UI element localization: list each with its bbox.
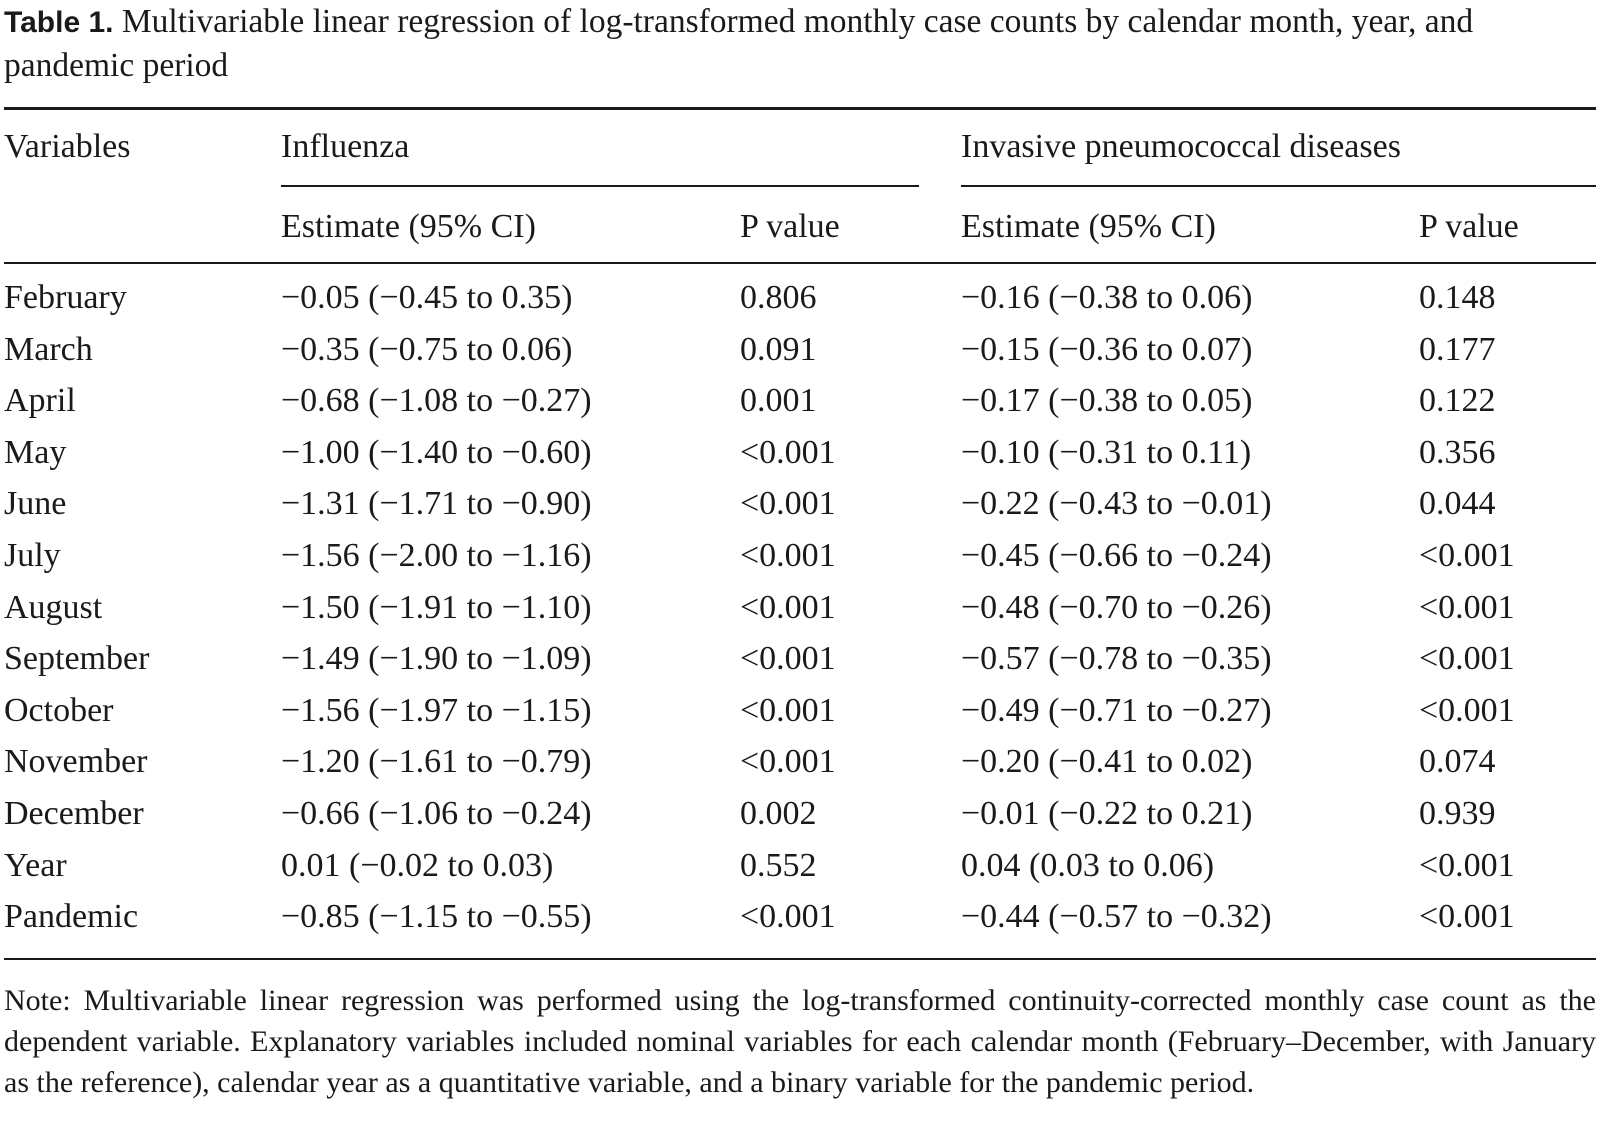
cell-ipd-estimate: 0.04 (0.03 to 0.06) [961,847,1215,884]
cell-influenza-pvalue: <0.001 [740,898,836,935]
cell-influenza-estimate: −1.49 (−1.90 to −1.09) [281,640,592,677]
cell-variable: August [4,589,103,626]
cell-ipd-pvalue: <0.001 [1419,640,1515,677]
cell-influenza-estimate: −0.05 (−0.45 to 0.35) [281,279,573,316]
bottom-rule [4,958,1596,960]
header-ipd: Invasive pneumococcal diseases [961,128,1401,165]
cell-influenza-pvalue: <0.001 [740,537,836,574]
cell-ipd-estimate: −0.48 (−0.70 to −0.26) [961,589,1272,626]
cell-influenza-pvalue: 0.002 [740,795,817,832]
cell-influenza-pvalue: <0.001 [740,434,836,471]
cell-variable: December [4,795,144,832]
cell-variable: February [4,279,127,316]
cell-influenza-estimate: −0.68 (−1.08 to −0.27) [281,382,592,419]
cell-influenza-estimate: −1.31 (−1.71 to −0.90) [281,485,592,522]
cell-variable: September [4,640,150,677]
cell-influenza-estimate: −0.66 (−1.06 to −0.24) [281,795,592,832]
cell-influenza-pvalue: <0.001 [740,640,836,677]
cell-ipd-pvalue: <0.001 [1419,537,1515,574]
top-rule [4,107,1596,110]
header-influenza: Influenza [281,128,410,165]
cell-ipd-estimate: −0.57 (−0.78 to −0.35) [961,640,1272,677]
cell-ipd-pvalue: <0.001 [1419,692,1515,729]
cell-influenza-pvalue: 0.091 [740,331,817,368]
cell-ipd-pvalue: 0.074 [1419,743,1496,780]
header-influenza-estimate: Estimate (95% CI) [281,208,536,245]
cell-influenza-pvalue: 0.806 [740,279,817,316]
cell-influenza-estimate: −1.20 (−1.61 to −0.79) [281,743,592,780]
cell-ipd-estimate: −0.17 (−0.38 to 0.05) [961,382,1253,419]
header-rule [4,262,1596,264]
cell-variable: April [4,382,76,419]
cell-variable: May [4,434,67,471]
cell-ipd-pvalue: <0.001 [1419,589,1515,626]
cell-ipd-pvalue: 0.177 [1419,331,1496,368]
cell-ipd-estimate: −0.49 (−0.71 to −0.27) [961,692,1272,729]
cell-ipd-estimate: −0.15 (−0.36 to 0.07) [961,331,1253,368]
header-ipd-estimate: Estimate (95% CI) [961,208,1216,245]
cell-variable: July [4,537,61,574]
header-variables: Variables [4,128,131,165]
cell-ipd-pvalue: 0.122 [1419,382,1496,419]
cell-ipd-pvalue: 0.148 [1419,279,1496,316]
cell-ipd-estimate: −0.44 (−0.57 to −0.32) [961,898,1272,935]
cell-influenza-pvalue: 0.552 [740,847,817,884]
cell-ipd-estimate: −0.20 (−0.41 to 0.02) [961,743,1253,780]
cell-influenza-estimate: −0.85 (−1.15 to −0.55) [281,898,592,935]
table-title: Multivariable linear regression of log-t… [4,3,1474,84]
cell-variable: March [4,331,93,368]
cell-ipd-estimate: −0.16 (−0.38 to 0.06) [961,279,1253,316]
cell-influenza-pvalue: <0.001 [740,485,836,522]
influenza-span-rule [281,185,919,187]
cell-ipd-estimate: −0.22 (−0.43 to −0.01) [961,485,1272,522]
cell-variable: Year [4,847,67,884]
cell-influenza-pvalue: <0.001 [740,589,836,626]
cell-ipd-estimate: −0.01 (−0.22 to 0.21) [961,795,1253,832]
cell-influenza-estimate: −1.56 (−1.97 to −1.15) [281,692,592,729]
cell-influenza-pvalue: <0.001 [740,692,836,729]
table-caption: Table 1. Multivariable linear regression… [4,0,1596,87]
cell-ipd-pvalue: 0.939 [1419,795,1496,832]
cell-ipd-pvalue: 0.044 [1419,485,1496,522]
cell-influenza-estimate: 0.01 (−0.02 to 0.03) [281,847,554,884]
ipd-span-rule [961,185,1596,187]
cell-influenza-estimate: −1.56 (−2.00 to −1.16) [281,537,592,574]
cell-ipd-pvalue: <0.001 [1419,847,1515,884]
cell-influenza-estimate: −1.50 (−1.91 to −1.10) [281,589,592,626]
cell-influenza-pvalue: <0.001 [740,743,836,780]
table-label: Table 1. [4,6,114,39]
header-ipd-pvalue: P value [1419,208,1519,245]
cell-ipd-pvalue: 0.356 [1419,434,1496,471]
cell-variable: June [4,485,67,522]
cell-variable: Pandemic [4,898,139,935]
cell-influenza-estimate: −0.35 (−0.75 to 0.06) [281,331,573,368]
cell-variable: November [4,743,148,780]
table-note: Note: Multivariable linear regression wa… [4,984,1596,1099]
cell-ipd-estimate: −0.45 (−0.66 to −0.24) [961,537,1272,574]
cell-variable: October [4,692,114,729]
cell-influenza-estimate: −1.00 (−1.40 to −0.60) [281,434,592,471]
cell-ipd-pvalue: <0.001 [1419,898,1515,935]
header-influenza-pvalue: P value [740,208,840,245]
cell-influenza-pvalue: 0.001 [740,382,817,419]
cell-ipd-estimate: −0.10 (−0.31 to 0.11) [961,434,1252,471]
